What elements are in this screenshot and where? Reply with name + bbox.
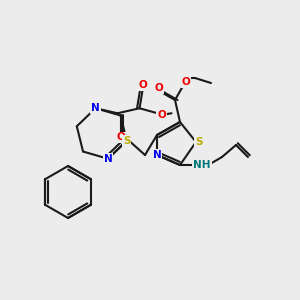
Text: N: N [153, 150, 161, 160]
Text: O: O [138, 80, 147, 90]
Text: NH: NH [193, 160, 211, 170]
Text: O: O [154, 83, 164, 93]
Text: O: O [116, 133, 125, 142]
Text: N: N [103, 154, 112, 164]
Text: O: O [157, 110, 166, 120]
Text: S: S [195, 137, 203, 147]
Text: N: N [91, 103, 100, 113]
Text: O: O [182, 77, 190, 87]
Text: S: S [123, 136, 130, 146]
